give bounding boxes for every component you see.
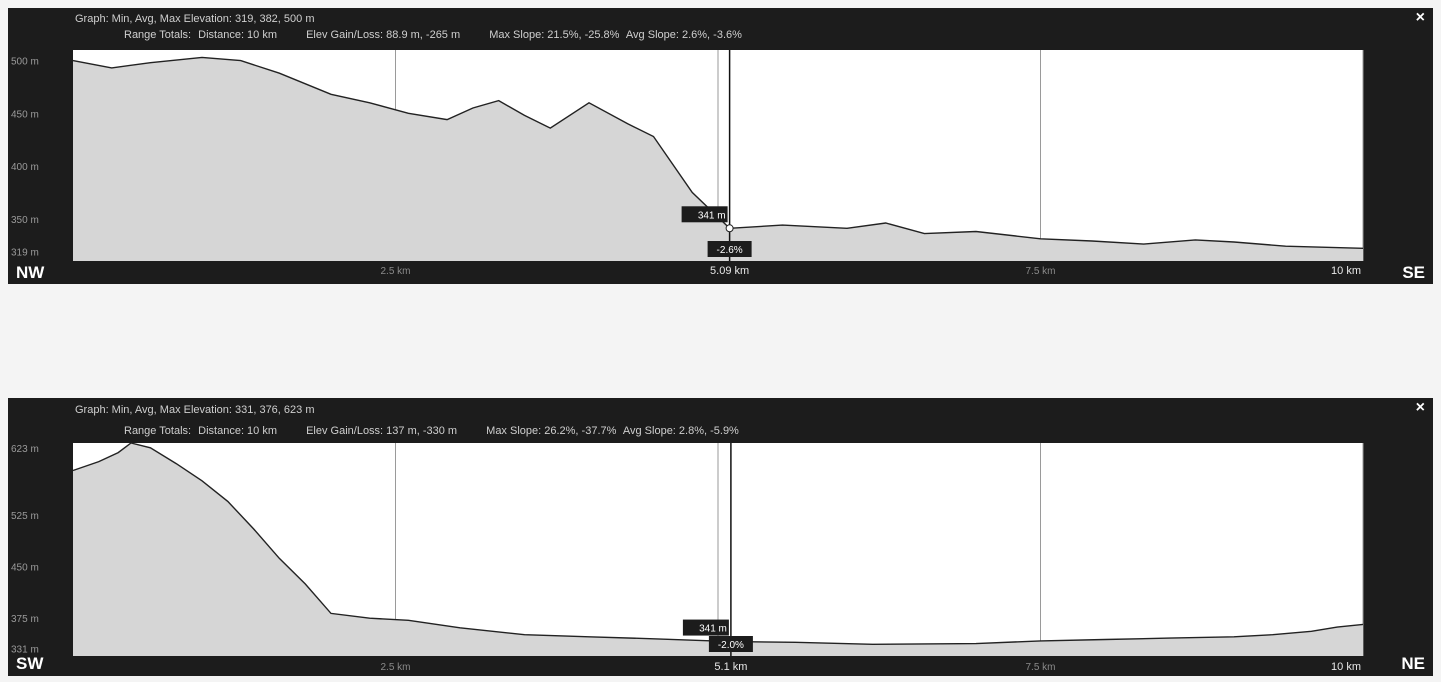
y-tick-label: 375 m [11, 614, 39, 625]
elevation-chart[interactable]: 623 m 525 m 450 m 375 m 331 m 2.5 km 7.5 km 10… [8, 398, 1433, 676]
elevation-chart[interactable]: 500 m 450 m 400 m 350 m 319 m 2.5 km 7.5 km 10… [8, 8, 1433, 284]
header-line-1: Graph: Min, Avg, Max Elevation: 331, 376… [75, 404, 319, 416]
x-tick-label: 7.5 km [1025, 662, 1055, 673]
y-tick-label: 525 m [11, 511, 39, 522]
y-tick-label: 450 m [11, 563, 39, 574]
range-totals-label: Range Totals: [124, 425, 192, 437]
header-line-2: Range Totals: Distance: 10 km Elev Gain/… [124, 29, 746, 41]
distance-stat: Distance: 10 km [198, 425, 278, 437]
x-tick-label: 7.5 km [1025, 266, 1055, 277]
cursor-slope-label: -2.6% [717, 245, 743, 256]
header-line-1: Graph: Min, Avg, Max Elevation: 319, 382… [75, 13, 319, 25]
x-tick-label: 2.5 km [380, 266, 410, 277]
max-slope-stat: Max Slope: 21.5%, -25.8% [489, 29, 620, 41]
y-tick-label: 350 m [11, 215, 39, 226]
cursor-slope-tag [707, 241, 752, 257]
elevation-panel-1: Graph: Min, Avg, Max Elevation: 319, 382… [8, 8, 1433, 284]
y-tick-label: 623 m [11, 444, 39, 455]
stats-header: Graph: Min, Avg, Max Elevation: 319, 382… [8, 8, 1433, 50]
elevation-line [72, 442, 1364, 646]
avg-slope-stat: Avg Slope: 2.8%, -5.9% [622, 425, 739, 437]
cursor-slope-tag [708, 636, 753, 652]
stats-header: Graph: Min, Avg, Max Elevation: 331, 376… [8, 398, 1433, 440]
x-tick-label: 10 km [1331, 265, 1361, 277]
y-tick-label: 319 m [11, 248, 39, 259]
cursor-slope-label: -2.0% [718, 640, 744, 651]
cursor-distance-label: 5.09 km [710, 265, 749, 277]
cursor-marker[interactable] [725, 224, 734, 233]
avg-slope-stat: Avg Slope: 2.6%, -3.6% [625, 29, 742, 41]
range-totals-label: Range Totals: [124, 29, 192, 41]
cursor-elevation-label: 341 m [698, 210, 726, 221]
y-tick-label: 450 m [11, 109, 39, 120]
min-avg-max-elevation: Graph: Min, Avg, Max Elevation: 331, 376… [75, 404, 315, 416]
elevation-area [73, 57, 1363, 262]
close-icon[interactable]: × [1415, 399, 1425, 416]
header-line-2: Range Totals: Distance: 10 km Elev Gain/… [124, 425, 743, 437]
cursor-elevation-label: 341 m [699, 624, 727, 635]
min-avg-max-elevation: Graph: Min, Avg, Max Elevation: 319, 382… [75, 13, 315, 25]
direction-left: NW [16, 263, 45, 282]
elev-gain-loss-stat: Elev Gain/Loss: 137 m, -330 m [306, 425, 458, 437]
direction-right: SE [1402, 263, 1425, 282]
y-tick-label: 400 m [11, 162, 39, 173]
max-slope-stat: Max Slope: 26.2%, -37.7% [486, 425, 617, 437]
y-tick-label: 331 m [11, 644, 39, 655]
elev-gain-loss-stat: Elev Gain/Loss: 88.9 m, -265 m [306, 29, 461, 41]
distance-stat: Distance: 10 km [198, 29, 278, 41]
x-tick-label: 10 km [1331, 661, 1361, 673]
cursor-elevation-tag [681, 206, 728, 223]
y-tick-label: 500 m [11, 57, 39, 68]
elevation-line [72, 56, 1364, 249]
elevation-panel-2: Graph: Min, Avg, Max Elevation: 331, 376… [8, 398, 1433, 676]
elevation-area [73, 443, 1363, 656]
cursor-elevation-tag [682, 619, 729, 636]
x-tick-label: 2.5 km [380, 662, 410, 673]
close-icon[interactable]: × [1415, 9, 1425, 26]
direction-left: SW [16, 654, 44, 673]
cursor-distance-label: 5.1 km [714, 661, 747, 673]
direction-right: NE [1401, 654, 1425, 673]
